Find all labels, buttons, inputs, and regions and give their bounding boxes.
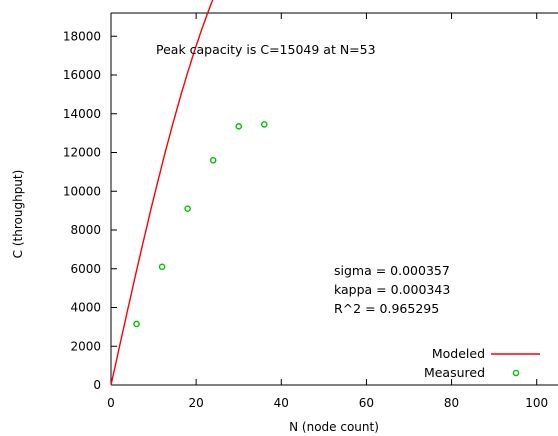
legend-measured-swatch: [512, 369, 520, 377]
kappa-annotation: kappa = 0.000343: [334, 282, 450, 297]
x-tick-label: 80: [444, 396, 459, 410]
y-axis-ticks: 0 2000 4000 6000 8000 10000 12000 14000 16000 180…: [63, 29, 117, 392]
r2-annotation: R^2 = 0.965295: [334, 301, 439, 316]
legend-modeled-label: Modeled: [432, 346, 485, 361]
measured-series: [133, 121, 268, 328]
sigma-annotation: sigma = 0.000357: [334, 263, 450, 278]
modeled-series: [110, 0, 214, 386]
measured-point: [209, 156, 217, 164]
y-tick-label: 2000: [70, 339, 101, 353]
y-tick-label: 14000: [63, 107, 101, 121]
measured-point: [158, 263, 166, 271]
x-tick-label: 40: [274, 396, 289, 410]
y-tick-label: 16000: [63, 68, 101, 82]
y-axis-title: C (throughput): [11, 170, 25, 259]
measured-point: [235, 123, 243, 130]
y-tick-label: 10000: [63, 184, 101, 198]
x-axis-ticks: 0 20 40 60 80 100: [107, 13, 548, 410]
measured-point: [184, 205, 191, 212]
modeled-curve: [110, 0, 214, 386]
y-tick-label: 12000: [63, 146, 101, 160]
measured-point: [133, 320, 140, 328]
measured-point: [260, 121, 268, 128]
y-tick-label: 4000: [70, 301, 101, 315]
x-tick-label: 60: [359, 396, 374, 410]
y-tick-label: 0: [93, 378, 101, 392]
legend: Modeled Measured: [424, 346, 540, 380]
x-tick-label: 100: [525, 396, 548, 410]
peak-annotation: Peak capacity is C=15049 at N=53: [156, 42, 376, 57]
y-tick-label: 18000: [63, 29, 101, 43]
y-tick-label: 6000: [70, 262, 101, 276]
x-axis-title: N (node count): [289, 420, 379, 434]
x-tick-label: 20: [189, 396, 204, 410]
legend-measured-label: Measured: [424, 365, 485, 380]
x-tick-label: 0: [107, 396, 115, 410]
y-tick-label: 8000: [70, 223, 101, 237]
